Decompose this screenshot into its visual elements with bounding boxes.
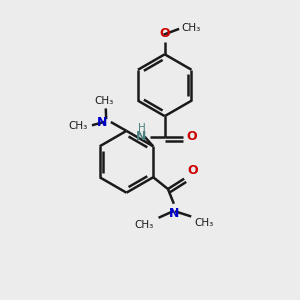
Text: N: N	[97, 116, 107, 128]
Text: CH₃: CH₃	[194, 218, 214, 228]
Text: CH₃: CH₃	[95, 96, 114, 106]
Text: H: H	[137, 123, 145, 133]
Text: N: N	[136, 130, 146, 143]
Text: O: O	[187, 164, 198, 177]
Text: N: N	[169, 207, 179, 220]
Text: O: O	[159, 27, 170, 40]
Text: CH₃: CH₃	[68, 122, 88, 131]
Text: CH₃: CH₃	[135, 220, 154, 230]
Text: CH₃: CH₃	[181, 23, 200, 33]
Text: O: O	[187, 130, 197, 143]
